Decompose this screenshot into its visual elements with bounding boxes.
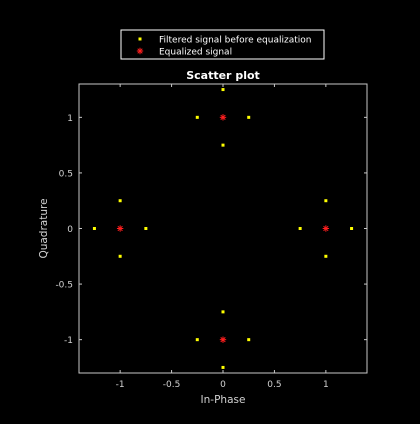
data-point-filtered bbox=[247, 338, 251, 342]
data-point-filtered bbox=[144, 227, 148, 230]
legend: Filtered signal before equalization Equal… bbox=[120, 29, 325, 60]
y-tick-label: -1 bbox=[64, 336, 73, 346]
chart-title: Scatter plot bbox=[186, 69, 260, 82]
y-axis-label: Quadrature bbox=[38, 198, 50, 258]
data-point-filtered bbox=[324, 254, 328, 258]
data-point-filtered bbox=[247, 115, 251, 119]
x-axis-label: In-Phase bbox=[201, 394, 246, 406]
data-point-filtered bbox=[221, 310, 225, 314]
x-tick-label: 0 bbox=[220, 380, 226, 390]
data-point-filtered bbox=[118, 199, 122, 203]
y-tick-label: 0.5 bbox=[59, 169, 73, 179]
data-point-filtered bbox=[298, 227, 302, 230]
data-point-equalized bbox=[116, 225, 124, 232]
legend-box bbox=[120, 29, 325, 60]
x-tick-label: -1 bbox=[116, 380, 125, 390]
legend-marker-equalized bbox=[136, 47, 144, 55]
legend-entry-label: Filtered signal before equalization bbox=[159, 35, 311, 45]
data-point-filtered bbox=[221, 88, 225, 92]
data-point-equalized bbox=[322, 225, 330, 232]
legend-entry-label: Equalized signal bbox=[159, 47, 232, 57]
series-equalized bbox=[116, 114, 330, 343]
y-tick-label: -0.5 bbox=[55, 281, 73, 291]
legend-marker-filtered bbox=[138, 37, 142, 41]
x-tick-label: 0.5 bbox=[267, 380, 281, 390]
data-point-filtered bbox=[221, 143, 225, 147]
data-point-filtered bbox=[324, 199, 328, 203]
data-point-filtered bbox=[221, 365, 225, 369]
data-point-filtered bbox=[92, 227, 96, 230]
data-point-filtered bbox=[118, 254, 122, 258]
series-filtered bbox=[92, 88, 354, 369]
x-tick-label: -0.5 bbox=[163, 380, 181, 390]
x-tick-label: 1 bbox=[323, 380, 329, 390]
data-point-equalized bbox=[219, 336, 227, 343]
data-point-filtered bbox=[195, 338, 199, 342]
data-point-equalized bbox=[219, 114, 227, 121]
data-point-filtered bbox=[195, 115, 199, 119]
y-tick-label: 0 bbox=[67, 225, 73, 235]
y-tick-label: 1 bbox=[67, 114, 73, 124]
data-point-filtered bbox=[350, 227, 354, 230]
